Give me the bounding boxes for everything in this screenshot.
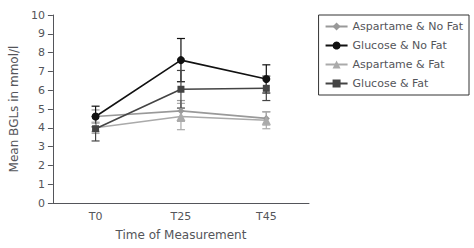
svg-text:Time of Measurement: Time of Measurement (114, 228, 246, 242)
svg-text:4: 4 (38, 121, 45, 134)
svg-text:10: 10 (31, 9, 45, 22)
svg-text:T25: T25 (170, 210, 192, 223)
svg-text:Glucose & No Fat: Glucose & No Fat (353, 39, 448, 52)
svg-text:6: 6 (38, 84, 45, 97)
svg-text:Aspartame & Fat: Aspartame & Fat (353, 58, 446, 71)
svg-text:2: 2 (38, 159, 45, 172)
svg-text:1: 1 (38, 178, 45, 191)
svg-text:5: 5 (38, 103, 45, 116)
svg-text:Aspartame & No Fat: Aspartame & No Fat (353, 20, 464, 33)
svg-text:9: 9 (38, 27, 45, 40)
svg-text:3: 3 (38, 140, 45, 153)
svg-text:Glucose & Fat: Glucose & Fat (353, 77, 429, 90)
svg-text:T45: T45 (255, 210, 277, 223)
svg-text:0: 0 (38, 197, 45, 210)
svg-text:Mean BGLs in mmol/l: Mean BGLs in mmol/l (7, 46, 21, 173)
svg-text:8: 8 (38, 46, 45, 59)
svg-text:7: 7 (38, 65, 45, 78)
svg-text:T0: T0 (88, 210, 103, 223)
